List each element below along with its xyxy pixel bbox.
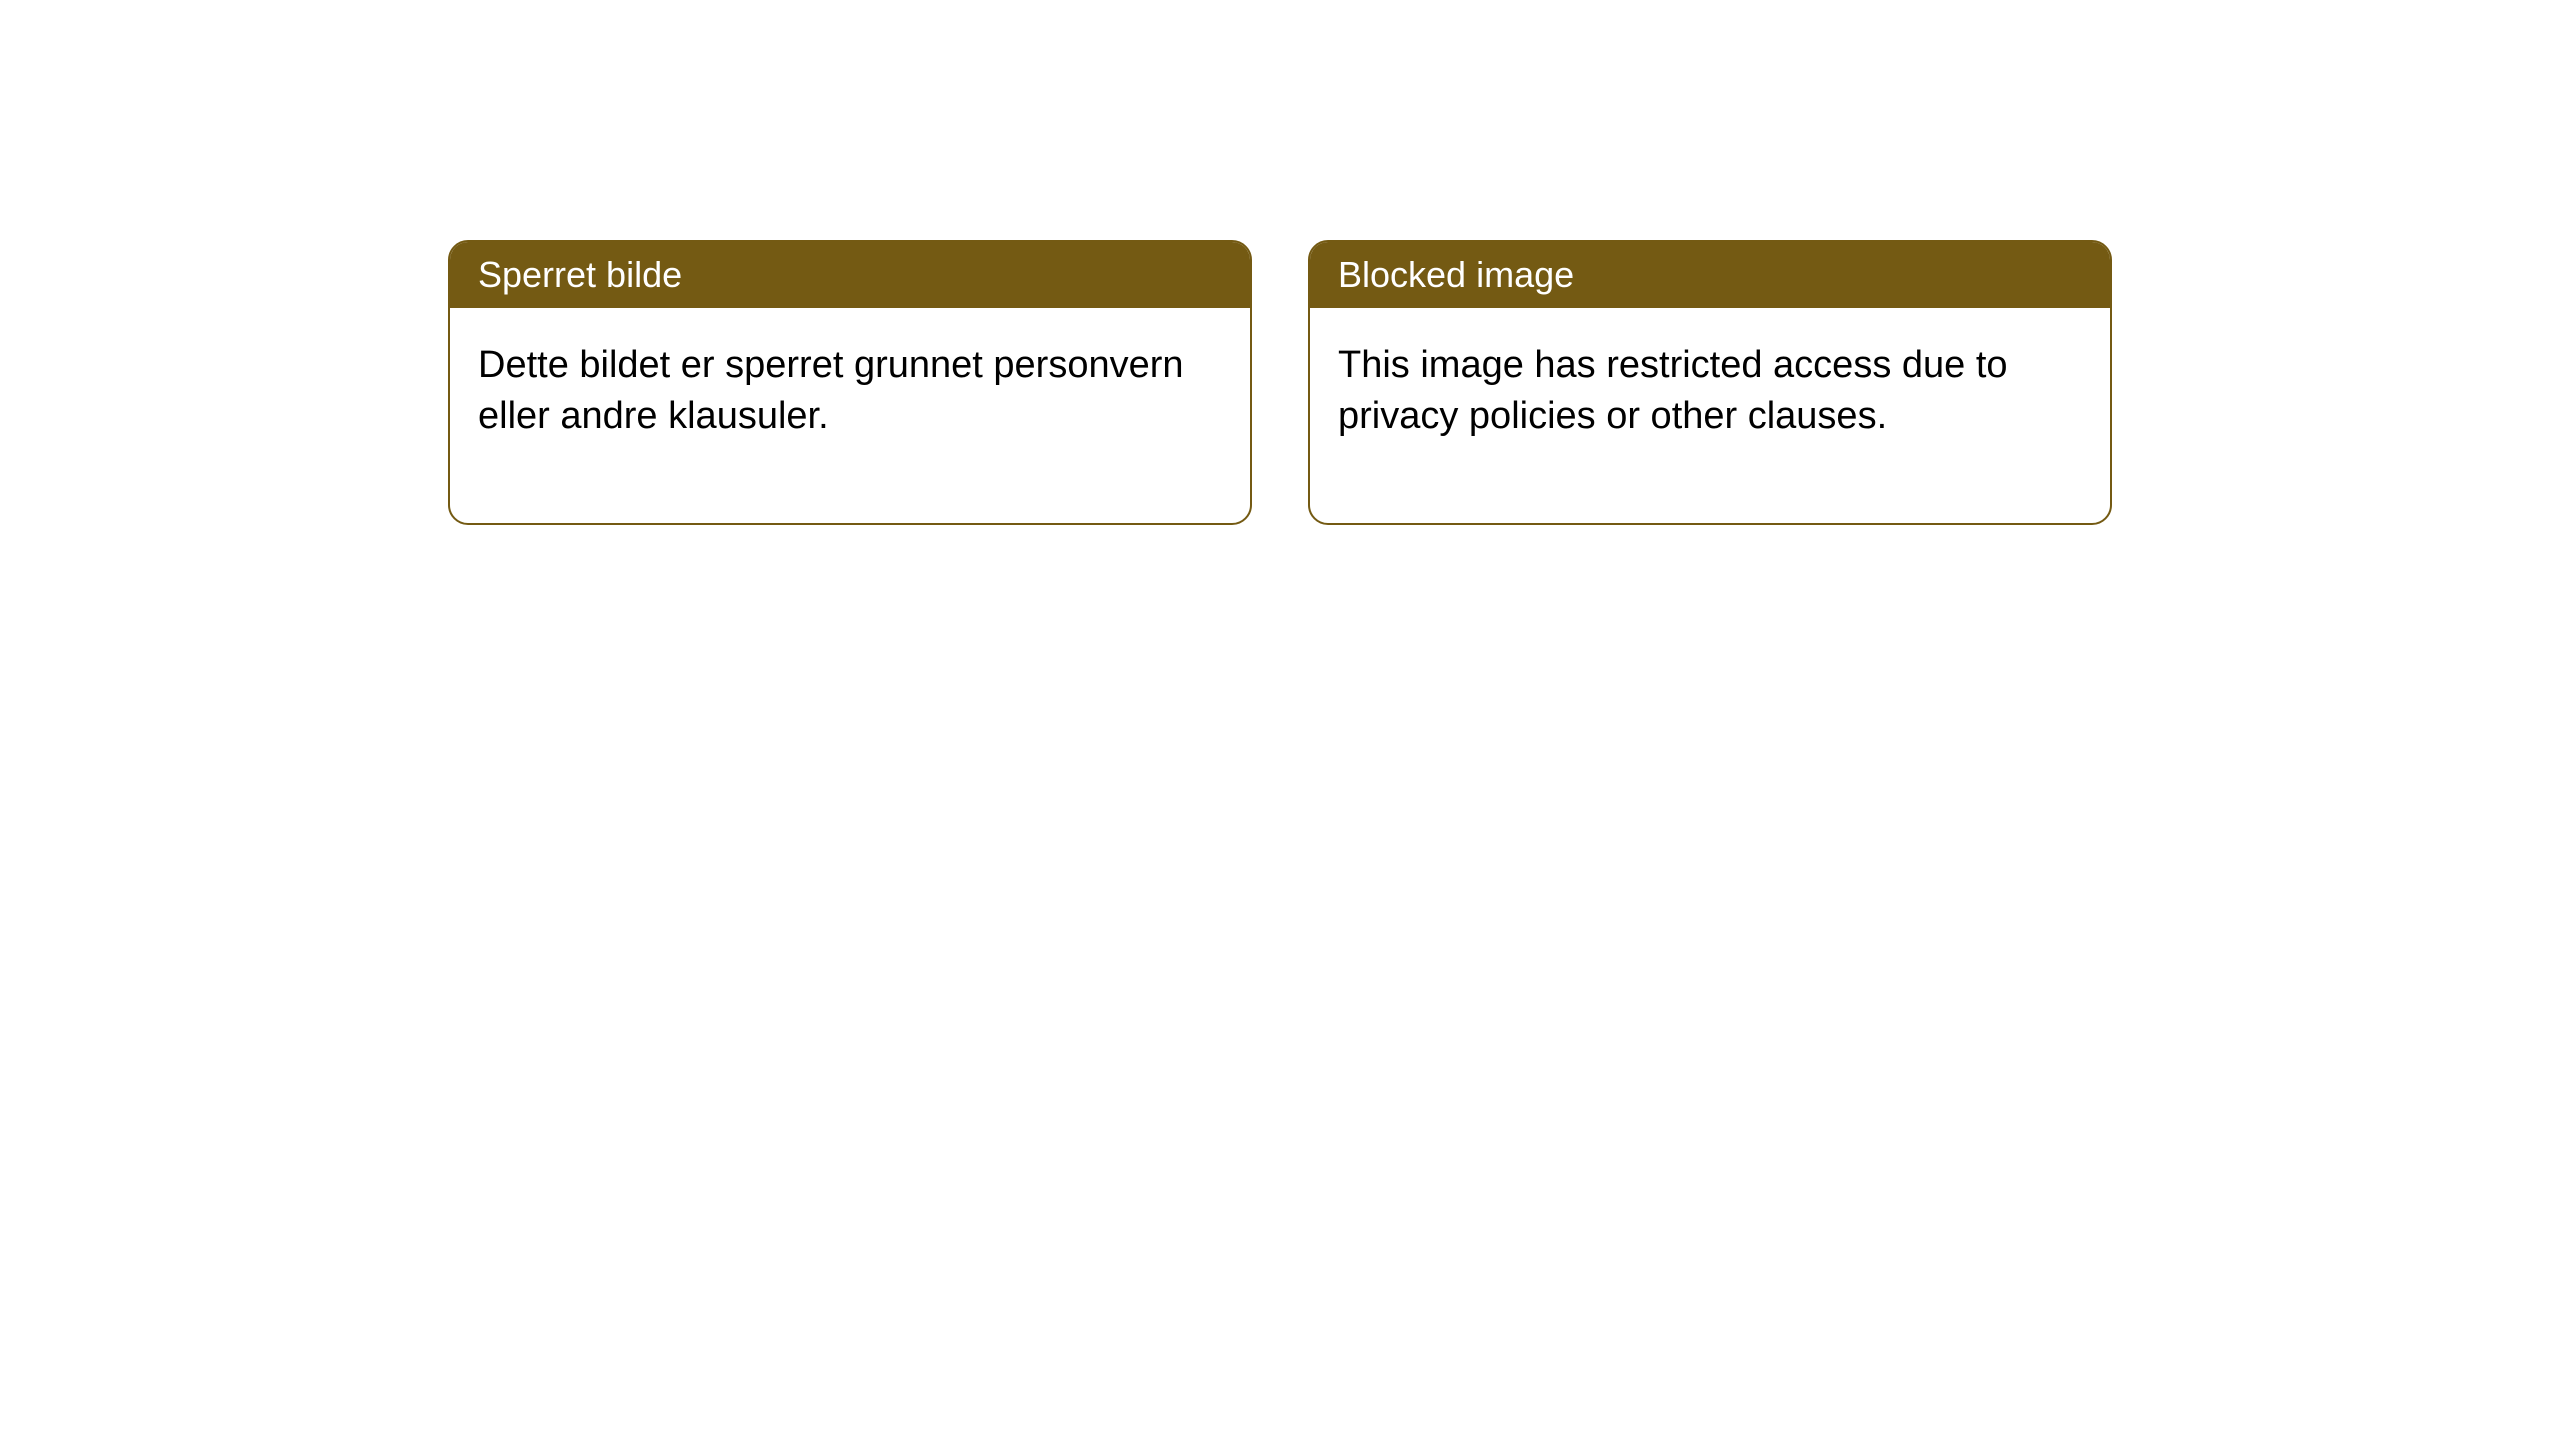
notice-card-header: Sperret bilde (450, 242, 1250, 308)
notice-card-en: Blocked image This image has restricted … (1308, 240, 2112, 525)
notice-card-container: Sperret bilde Dette bildet er sperret gr… (448, 240, 2560, 525)
notice-card-body: This image has restricted access due to … (1310, 308, 2110, 523)
notice-card-no: Sperret bilde Dette bildet er sperret gr… (448, 240, 1252, 525)
notice-card-header: Blocked image (1310, 242, 2110, 308)
notice-card-body: Dette bildet er sperret grunnet personve… (450, 308, 1250, 523)
